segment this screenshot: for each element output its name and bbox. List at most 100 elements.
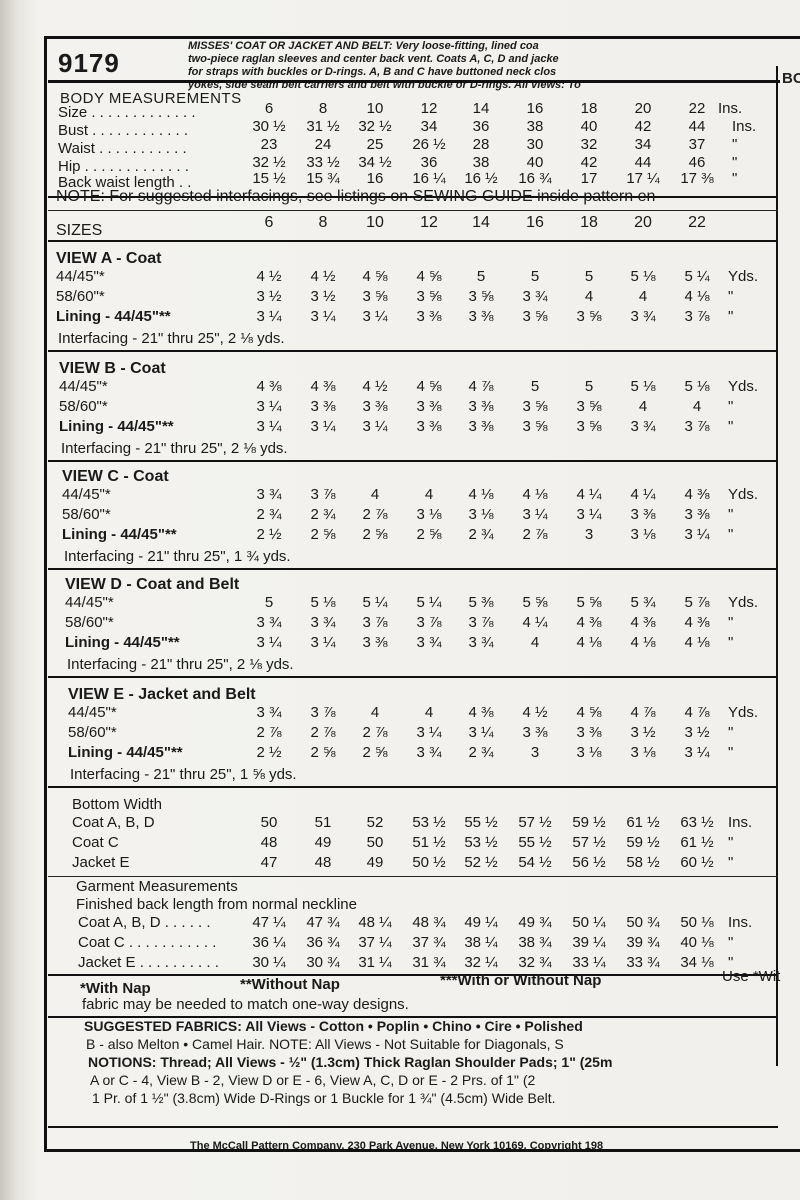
view-title: VIEW E - Jacket and Belt — [68, 686, 256, 703]
cell-value: 4 ½ — [256, 268, 282, 285]
cell-value: 3 ¼ — [576, 506, 602, 523]
cell-value: 3 ¼ — [362, 308, 388, 325]
cell-value: 37 ¾ — [412, 934, 446, 951]
cell-value: 53 ½ — [464, 834, 498, 851]
cell-value: 25 — [366, 136, 384, 153]
cell-value: 4 ½ — [310, 268, 336, 285]
cell-value: 2 ¾ — [468, 744, 494, 761]
sizes-label: SIZES — [56, 222, 103, 239]
cell-value: 16 ¾ — [518, 170, 552, 187]
cell-value: 33 ¼ — [572, 954, 606, 971]
cell-value: 2 ⅝ — [310, 526, 336, 543]
pattern-number: 9179 — [58, 48, 120, 78]
cell-value: 3 ¼ — [256, 308, 282, 325]
cell-value: 47 — [260, 854, 278, 871]
cell-value: 50 — [366, 834, 384, 851]
cell-value: 3 ⅞ — [468, 614, 494, 631]
row-label: Size . . . . . . . . . . . . . — [58, 104, 196, 121]
cell-value: 47 ¾ — [306, 914, 340, 931]
description-line: two-piece raglan sleeves and center back… — [188, 53, 559, 65]
cell-value: 3 ⅜ — [468, 398, 494, 415]
cell-value: 3 ⅛ — [630, 526, 656, 543]
cell-value: 16 ½ — [464, 170, 498, 187]
section-rule — [48, 196, 778, 198]
cell-value: 2 ⅝ — [362, 744, 388, 761]
cell-value: 4 — [530, 634, 540, 651]
cell-value: 17 ⅜ — [680, 170, 714, 187]
cell-value: 44 — [688, 118, 706, 135]
cell-value: 3 ¼ — [362, 418, 388, 435]
cell-value: 4 ⅜ — [576, 614, 602, 631]
row-label: Back waist length . . — [58, 174, 192, 191]
cell-value: 2 ½ — [256, 744, 282, 761]
section-title: Garment Measurements — [76, 878, 238, 895]
cell-value: 36 ¼ — [252, 934, 286, 951]
cell-value: 57 ½ — [518, 814, 552, 831]
cell-value: 2 ⅝ — [416, 526, 442, 543]
cell-value: 3 ⅜ — [362, 634, 388, 651]
row-label: Hip . . . . . . . . . . . . . — [58, 158, 189, 175]
cell-value: 53 ½ — [412, 814, 446, 831]
cell-value: 3 — [584, 526, 594, 543]
cell-value: 59 ½ — [626, 834, 660, 851]
footer-copyright: The McCall Pattern Company, 230 Park Ave… — [190, 1140, 604, 1152]
cell-value: 54 ½ — [518, 854, 552, 871]
cell-value: 36 — [472, 118, 490, 135]
row-label: Bust . . . . . . . . . . . . — [58, 122, 189, 139]
row-label: 58/60"* — [59, 398, 108, 415]
interfacing-note: Interfacing - 21" thru 25", 2 ⅛ yds. — [61, 440, 288, 457]
cell-value: 4 — [638, 288, 648, 305]
cell-value: 61 ½ — [680, 834, 714, 851]
unit-label: " — [728, 506, 734, 523]
unit-label: Ins. — [718, 100, 743, 117]
cell-value: 42 — [580, 154, 598, 171]
cell-value: 5 ¼ — [416, 594, 442, 611]
cell-value: 3 ¾ — [256, 614, 282, 631]
cell-value: 4 ⅛ — [684, 634, 710, 651]
fabric-notions-line: NOTIONS: Thread; All Views - ½" (1.3cm) … — [88, 1054, 613, 1070]
cell-value: 4 ⅝ — [362, 268, 388, 285]
cell-value: 15 ½ — [252, 170, 286, 187]
unit-label: " — [728, 418, 734, 435]
cell-value: 3 ¾ — [468, 634, 494, 651]
cell-value: 4 ⅛ — [576, 634, 602, 651]
row-label: 44/45"* — [56, 268, 105, 285]
size-header: 12 — [420, 214, 438, 231]
unit-label: " — [728, 614, 734, 631]
cell-value: 17 ¼ — [626, 170, 660, 187]
cell-value: 33 ¾ — [626, 954, 660, 971]
cell-value: 52 ½ — [464, 854, 498, 871]
row-label: 44/45"* — [59, 378, 108, 395]
unit-label: Yds. — [728, 268, 759, 285]
cell-value: 55 ½ — [464, 814, 498, 831]
cell-value: 56 ½ — [572, 854, 606, 871]
cell-value: 42 — [634, 118, 652, 135]
cell-value: 3 ¼ — [468, 724, 494, 741]
cell-value: 4 ½ — [362, 378, 388, 395]
cell-value: 38 ¾ — [518, 934, 552, 951]
section-rule — [48, 786, 778, 788]
cell-value: 3 ½ — [256, 288, 282, 305]
cell-value: 24 — [314, 136, 332, 153]
cell-value: 3 ⅜ — [362, 398, 388, 415]
cell-value: 5 — [530, 378, 540, 395]
cell-value: 2 ¾ — [468, 526, 494, 543]
cell-value: 4 ¼ — [630, 486, 656, 503]
cell-value: 30 ½ — [252, 118, 286, 135]
cell-value: 3 ¼ — [684, 526, 710, 543]
cell-value: 3 ⅞ — [416, 614, 442, 631]
cell-value: 34 ½ — [358, 154, 392, 171]
cell-value: 18 — [580, 100, 598, 117]
unit-label: " — [728, 526, 734, 543]
cell-value: 5 — [530, 268, 540, 285]
cell-value: 48 ¾ — [412, 914, 446, 931]
row-label: Coat A, B, D — [72, 814, 155, 831]
cell-value: 3 ⅜ — [416, 308, 442, 325]
cell-value: 44 — [634, 154, 652, 171]
cell-value: 5 ⅞ — [684, 594, 710, 611]
unit-label: " — [728, 634, 734, 651]
cell-value: 3 ⅜ — [630, 506, 656, 523]
cell-value: 31 ½ — [306, 118, 340, 135]
size-header: 16 — [526, 214, 544, 231]
cell-value: 4 ⅜ — [684, 614, 710, 631]
